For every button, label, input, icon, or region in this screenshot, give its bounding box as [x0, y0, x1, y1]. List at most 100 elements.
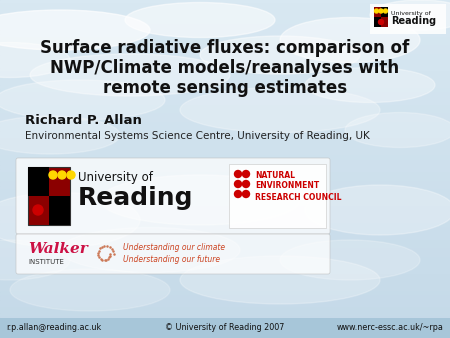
Text: remote sensing estimates: remote sensing estimates: [103, 79, 347, 97]
Circle shape: [243, 191, 249, 197]
Bar: [0, 283, 450, 288]
Bar: [0, 30, 450, 34]
Bar: [0, 42, 450, 47]
Bar: [0, 93, 450, 98]
Bar: [0, 59, 450, 64]
Bar: [374, 17, 381, 27]
Bar: [0, 110, 450, 115]
Bar: [0, 17, 450, 22]
Text: Richard P. Allan: Richard P. Allan: [25, 114, 142, 126]
Bar: [0, 186, 450, 191]
Bar: [28, 167, 49, 196]
Ellipse shape: [280, 18, 420, 63]
Ellipse shape: [0, 80, 165, 120]
Bar: [0, 198, 450, 203]
Bar: [0, 152, 450, 157]
Bar: [0, 182, 450, 186]
Bar: [0, 233, 450, 237]
Bar: [0, 105, 450, 110]
Ellipse shape: [10, 269, 170, 311]
Bar: [0, 270, 450, 275]
Bar: [0, 165, 450, 169]
Circle shape: [243, 180, 249, 188]
Bar: [0, 76, 450, 81]
Bar: [0, 169, 450, 174]
Circle shape: [234, 170, 242, 177]
Text: NATURAL: NATURAL: [255, 170, 295, 179]
Bar: [0, 245, 450, 250]
Bar: [0, 13, 450, 17]
Bar: [0, 300, 450, 305]
Text: ENVIRONMENT: ENVIRONMENT: [255, 182, 319, 191]
Bar: [0, 144, 450, 148]
Bar: [0, 216, 450, 220]
Circle shape: [383, 9, 387, 13]
Text: Reading: Reading: [391, 16, 436, 26]
Bar: [0, 122, 450, 127]
Bar: [0, 177, 450, 182]
Ellipse shape: [0, 10, 150, 50]
Text: © University of Reading 2007: © University of Reading 2007: [165, 323, 285, 333]
Ellipse shape: [180, 256, 380, 304]
Circle shape: [243, 170, 249, 177]
Bar: [0, 0, 450, 5]
Bar: [0, 241, 450, 245]
Bar: [381, 7, 388, 17]
Bar: [0, 8, 450, 13]
Ellipse shape: [0, 240, 70, 280]
FancyBboxPatch shape: [16, 234, 330, 274]
Bar: [0, 317, 450, 321]
Bar: [0, 68, 450, 72]
Text: Understanding our climate: Understanding our climate: [123, 243, 225, 252]
Bar: [0, 156, 450, 161]
Ellipse shape: [100, 175, 300, 225]
Bar: [0, 211, 450, 216]
Bar: [0, 38, 450, 43]
Bar: [0, 51, 450, 55]
Bar: [0, 334, 450, 338]
Bar: [0, 266, 450, 271]
Ellipse shape: [370, 0, 450, 30]
Circle shape: [58, 171, 66, 179]
Text: r.p.allan@reading.ac.uk: r.p.allan@reading.ac.uk: [6, 323, 101, 333]
Bar: [28, 167, 70, 225]
Ellipse shape: [280, 240, 420, 280]
Bar: [0, 34, 450, 39]
Bar: [0, 279, 450, 284]
Bar: [0, 296, 450, 300]
Text: RESEARCH COUNCIL: RESEARCH COUNCIL: [255, 193, 342, 201]
Text: INSTITUTE: INSTITUTE: [28, 259, 64, 265]
Ellipse shape: [60, 227, 240, 272]
Bar: [0, 330, 450, 334]
Bar: [0, 304, 450, 309]
Bar: [0, 118, 450, 123]
Bar: [0, 224, 450, 228]
Bar: [0, 190, 450, 195]
Bar: [0, 4, 450, 9]
Ellipse shape: [305, 185, 450, 235]
Bar: [370, 4, 446, 34]
Ellipse shape: [30, 54, 230, 96]
Bar: [0, 139, 450, 144]
Bar: [0, 220, 450, 224]
Bar: [0, 262, 450, 267]
Bar: [0, 308, 450, 313]
Bar: [0, 194, 450, 199]
Circle shape: [374, 9, 378, 13]
Ellipse shape: [180, 88, 380, 132]
Bar: [0, 173, 450, 178]
Circle shape: [378, 20, 383, 24]
Circle shape: [49, 171, 57, 179]
Circle shape: [379, 9, 383, 13]
Bar: [0, 237, 450, 241]
Bar: [0, 25, 450, 30]
Bar: [0, 135, 450, 140]
Bar: [0, 258, 450, 262]
Bar: [49, 196, 70, 225]
Circle shape: [234, 191, 242, 197]
Text: www.nerc-essc.ac.uk/~rpa: www.nerc-essc.ac.uk/~rpa: [337, 323, 444, 333]
Bar: [0, 89, 450, 93]
Bar: [0, 127, 450, 131]
Text: University of: University of: [78, 171, 153, 185]
Text: Reading: Reading: [78, 186, 194, 210]
